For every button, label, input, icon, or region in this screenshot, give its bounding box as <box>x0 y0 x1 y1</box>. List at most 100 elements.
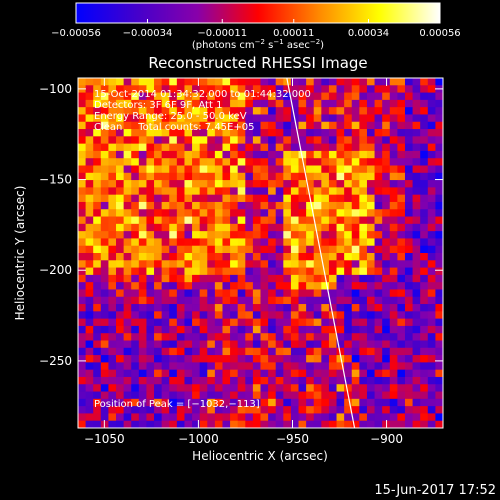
heatmap-cell <box>207 209 216 217</box>
heatmap-cell <box>184 245 193 254</box>
heatmap-cell <box>404 238 413 247</box>
heatmap-cell <box>176 369 185 378</box>
heatmap-cell <box>252 78 261 86</box>
heatmap-cell <box>397 391 406 400</box>
heatmap-cell <box>389 311 398 320</box>
heatmap-cell <box>344 413 353 422</box>
heatmap-cell <box>93 194 102 203</box>
heatmap-cell <box>382 136 391 145</box>
heatmap-cell <box>275 209 284 217</box>
heatmap-cell <box>237 172 246 181</box>
heatmap-cell <box>108 92 117 101</box>
heatmap-cell <box>397 114 406 123</box>
heatmap-cell <box>199 143 208 152</box>
heatmap-cell <box>374 201 383 210</box>
heatmap-cell <box>108 194 117 203</box>
heatmap-cell <box>435 253 443 261</box>
heatmap-cell <box>275 150 284 159</box>
heatmap-cell <box>420 238 429 247</box>
heatmap-cell <box>207 223 216 232</box>
heatmap-cell <box>298 209 307 217</box>
heatmap-cell <box>214 92 223 101</box>
heatmap-cell <box>93 253 102 261</box>
heatmap-cell <box>138 209 147 217</box>
heatmap-cell <box>138 260 147 268</box>
heatmap-cell <box>366 253 375 261</box>
heatmap-cell <box>268 369 277 378</box>
heatmap-cell <box>146 362 155 371</box>
heatmap-cell <box>404 99 413 108</box>
heatmap-cell <box>336 114 345 123</box>
heatmap-cell <box>328 376 337 385</box>
heatmap-cell <box>176 201 185 210</box>
heatmap-cell <box>176 114 185 123</box>
heatmap-cell <box>214 78 223 86</box>
heatmap-cell <box>85 369 94 378</box>
heatmap-cell <box>260 85 269 93</box>
heatmap-cell <box>389 85 398 93</box>
heatmap-cell <box>412 85 421 93</box>
heatmap-cell <box>176 289 185 298</box>
heatmap-cell <box>397 340 406 349</box>
heatmap-cell <box>116 223 125 232</box>
heatmap-cell <box>435 296 443 305</box>
heatmap-cell <box>123 150 132 159</box>
heatmap-cell <box>214 253 223 261</box>
heatmap-cell <box>306 201 315 210</box>
heatmap-cell <box>199 318 208 327</box>
heatmap-cell <box>321 85 330 93</box>
heatmap-cell <box>131 209 140 217</box>
heatmap-cell <box>283 187 292 196</box>
heatmap-cell <box>389 398 398 407</box>
heatmap-cell <box>230 398 239 407</box>
x-tick-label: −1050 <box>84 432 125 446</box>
heatmap-cell <box>412 274 421 283</box>
heatmap-cell <box>214 311 223 320</box>
heatmap-cell <box>298 187 307 196</box>
heatmap-cell <box>116 129 125 137</box>
heatmap-cell <box>435 165 443 174</box>
heatmap-cell <box>93 99 102 108</box>
heatmap-cell <box>283 114 292 123</box>
heatmap-cell <box>336 311 345 320</box>
heatmap-cell <box>382 413 391 422</box>
heatmap-cell <box>146 223 155 232</box>
heatmap-cell <box>252 158 261 166</box>
heatmap-cell <box>222 194 231 203</box>
heatmap-cell <box>245 92 254 101</box>
heatmap-cell <box>404 194 413 203</box>
heatmap-cell <box>389 384 398 392</box>
heatmap-cell <box>374 369 383 378</box>
heatmap-cell <box>397 99 406 108</box>
heatmap-cell <box>154 129 163 137</box>
heatmap-cell <box>336 420 345 428</box>
heatmap-cell <box>123 333 132 341</box>
heatmap-cell <box>154 282 163 290</box>
heatmap-cell <box>420 187 429 196</box>
heatmap-cell <box>351 150 360 159</box>
heatmap-cell <box>192 201 201 210</box>
heatmap-cell <box>230 245 239 254</box>
heatmap-cell <box>268 92 277 101</box>
heatmap-cell <box>306 187 315 196</box>
annotation-energy: Energy Range: 25.0 - 50.0 keV <box>94 111 247 122</box>
heatmap-cell <box>237 391 246 400</box>
heatmap-cell <box>161 245 170 254</box>
heatmap-cell <box>146 136 155 145</box>
heatmap-cell <box>161 165 170 174</box>
heatmap-cell <box>328 165 337 174</box>
heatmap-cell <box>176 231 185 239</box>
heatmap-cell <box>313 274 322 283</box>
heatmap-cell <box>420 121 429 130</box>
heatmap-cell <box>93 107 102 115</box>
heatmap-cell <box>192 143 201 152</box>
heatmap-cell <box>146 369 155 378</box>
heatmap-cell <box>176 413 185 422</box>
heatmap-cell <box>306 355 315 363</box>
heatmap-cell <box>85 391 94 400</box>
heatmap-cell <box>245 194 254 203</box>
heatmap-cell <box>275 340 284 349</box>
heatmap-cell <box>351 347 360 356</box>
heatmap-cell <box>154 143 163 152</box>
heatmap-cell <box>138 85 147 93</box>
